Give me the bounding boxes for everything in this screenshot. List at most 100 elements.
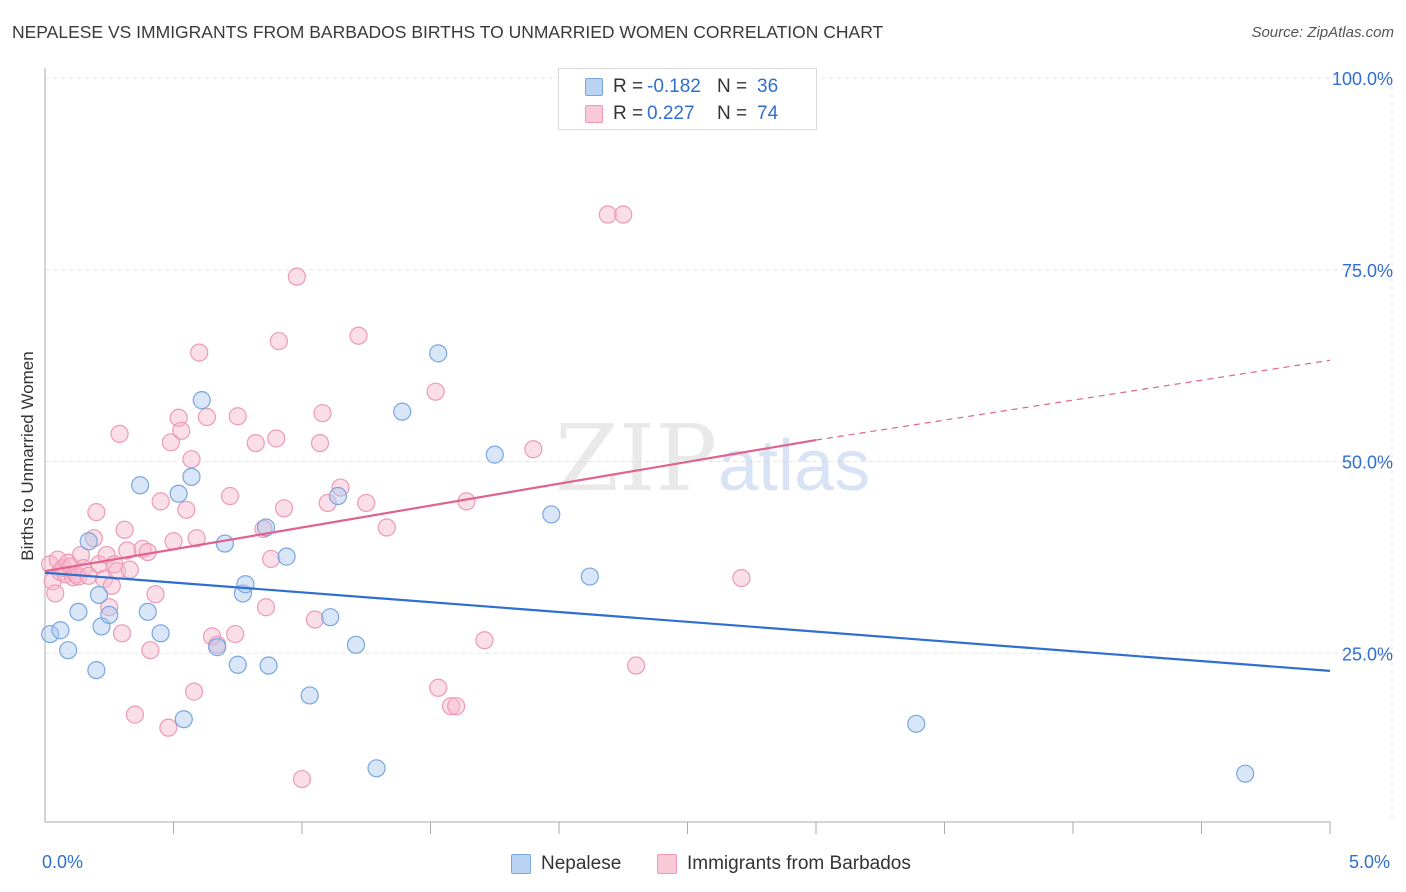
barbados-point [614, 205, 633, 224]
legend-swatch-barbados [657, 854, 677, 874]
barbados-point [377, 518, 396, 537]
barbados-point [318, 493, 337, 513]
barbados-point [313, 404, 332, 423]
barbados-point [475, 631, 494, 650]
legend-swatch-barbados [585, 105, 603, 123]
n-value: 74 [757, 103, 779, 124]
barbados-point [349, 326, 368, 345]
y-tick-label: 75.0% [1342, 261, 1393, 281]
barbados-point [256, 598, 276, 617]
nepalese-point [228, 655, 247, 674]
legend-item-nepalese[interactable]: Nepalese [511, 852, 621, 876]
barbados-point [426, 382, 445, 401]
barbados-point [100, 598, 119, 617]
nepalese-point [346, 635, 366, 654]
legend-row-barbados: R = 0.227 N = 74 [585, 102, 778, 126]
nepalese-point [174, 710, 193, 729]
barbados-point [187, 529, 206, 548]
barbados-point [110, 424, 129, 443]
nepalese-point [182, 467, 201, 486]
nepalese-point [300, 686, 319, 705]
barbados-point [118, 541, 137, 560]
legend-swatch-nepalese [511, 854, 531, 874]
nepalese-point [542, 505, 561, 524]
r-value: 0.227 [647, 103, 695, 124]
barbados-point [151, 492, 170, 511]
y-tick-label: 25.0% [1342, 644, 1393, 664]
gridlines [45, 77, 1393, 822]
nepalese-point [79, 532, 98, 551]
r-label: R = [613, 76, 644, 97]
legend-row-nepalese: R = -0.182 N = 36 [585, 75, 778, 99]
nepalese-point [277, 547, 296, 566]
series-barbados [41, 205, 751, 789]
nepalese-point [192, 391, 211, 410]
r-value: -0.182 [647, 76, 701, 97]
nepalese-point [41, 624, 60, 644]
nepalese-point [169, 484, 188, 503]
nepalese-point [208, 638, 227, 657]
n-label: N = [717, 76, 748, 97]
nepalese-point [215, 534, 234, 553]
barbados-point [120, 560, 139, 579]
barbados-point [441, 697, 461, 716]
barbados-point [84, 529, 103, 548]
legend-item-barbados[interactable]: Immigrants from Barbados [657, 852, 911, 876]
nepalese-point [130, 476, 150, 495]
nepalese-point [69, 602, 88, 621]
barbados-point [228, 407, 247, 426]
axes [44, 68, 1331, 834]
y-tick-labels: 25.0% 50.0% 75.0% 100.0% [1332, 69, 1393, 664]
x-tick-min: 0.0% [42, 852, 84, 872]
barbados-point [310, 433, 330, 453]
barbados-point [262, 549, 281, 569]
correlation-legend: R = -0.182 N = 36 R = 0.227 N = 74 [558, 68, 817, 130]
y-tick-label: 50.0% [1342, 453, 1393, 473]
nepalese-point [256, 518, 276, 537]
barbados-point [626, 656, 646, 675]
trendline-nepalese [44, 571, 1331, 672]
n-value: 36 [757, 76, 779, 97]
source-label: Source: ZipAtlas.com [1251, 24, 1394, 41]
barbados-point [524, 440, 543, 459]
barbados-point [184, 682, 204, 701]
legend-swatch-nepalese [585, 78, 603, 96]
barbados-point [87, 503, 106, 522]
trendline-barbados-extension [815, 359, 1331, 441]
nepalese-point [236, 575, 255, 594]
barbados-point [267, 429, 286, 448]
barbados-point [190, 343, 209, 362]
nepalese-point [151, 624, 170, 643]
y-axis-label: Births to Unmarried Women [18, 351, 37, 561]
barbados-point [161, 433, 181, 452]
nepalese-point [89, 585, 109, 605]
barbados-point [447, 697, 466, 716]
chart-title: NEPALESE VS IMMIGRANTS FROM BARBADOS BIR… [12, 22, 884, 42]
nepalese-point [138, 602, 157, 621]
barbados-point [197, 407, 217, 427]
x-tick-max: 5.0% [1349, 852, 1391, 872]
watermark-atlas: atlas [718, 426, 870, 506]
nepalese-point [907, 714, 926, 733]
y-tick-label: 100.0% [1332, 69, 1393, 89]
barbados-point [112, 624, 132, 643]
nepalese-point [485, 445, 504, 464]
legend-label-barbados: Immigrants from Barbados [687, 853, 911, 874]
watermark: ZIP atlas [555, 405, 870, 512]
barbados-point [274, 499, 294, 518]
barbados-point [246, 433, 265, 453]
watermark-zip: ZIP [555, 405, 717, 512]
nepalese-point [328, 486, 348, 506]
nepalese-point [393, 402, 412, 421]
nepalese-point [259, 656, 278, 675]
barbados-point [159, 718, 178, 737]
barbados-point [269, 331, 288, 351]
nepalese-point [87, 661, 106, 680]
trendline-barbados [44, 438, 817, 573]
nepalese-point [1236, 764, 1255, 783]
barbados-point [220, 486, 240, 506]
legend-label-nepalese: Nepalese [541, 853, 622, 874]
barbados-point [172, 421, 191, 440]
r-label: R = [613, 103, 644, 124]
